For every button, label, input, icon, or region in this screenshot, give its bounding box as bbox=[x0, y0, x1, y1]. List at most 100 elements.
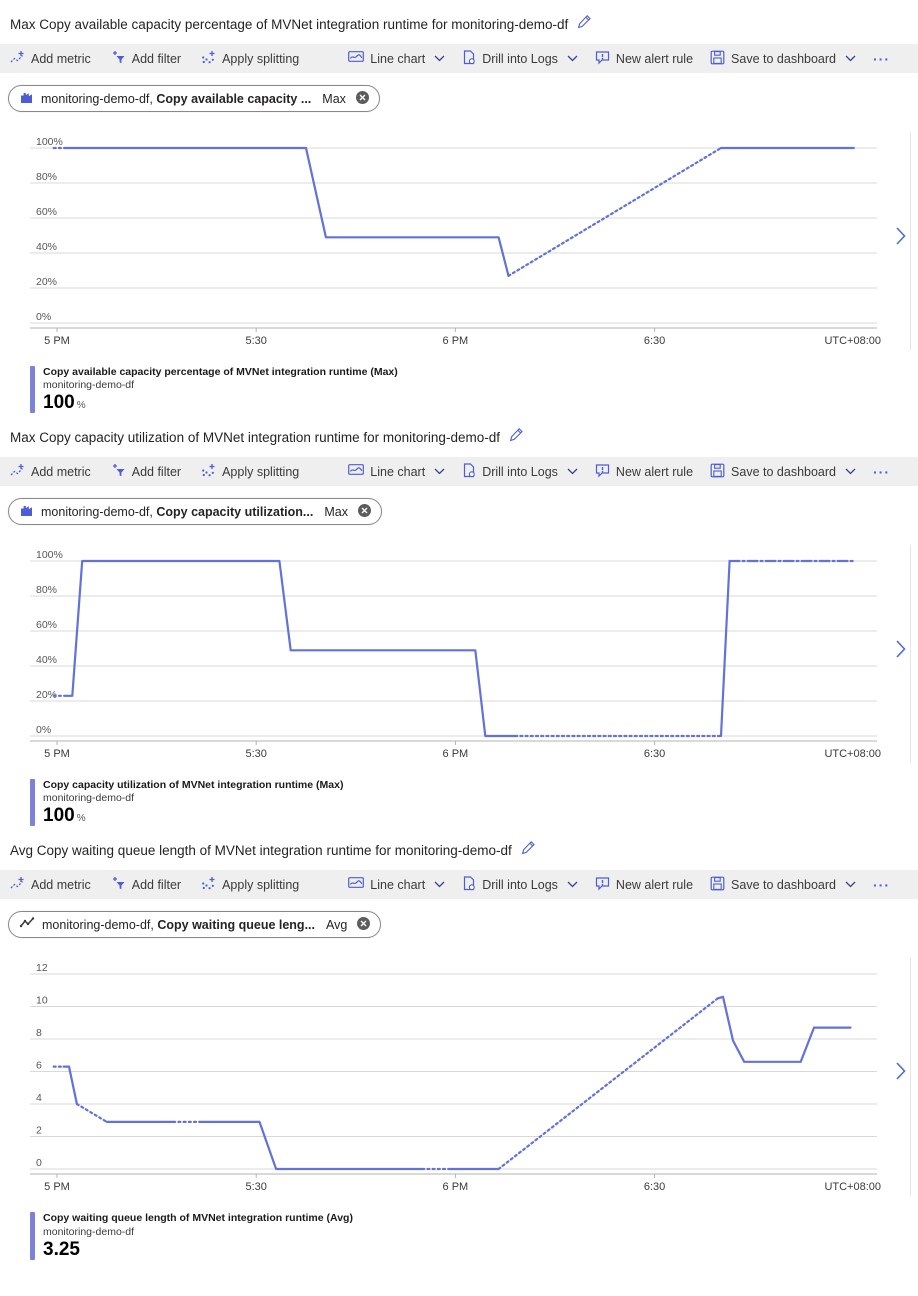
scroll-forward-button[interactable] bbox=[896, 227, 906, 250]
legend-series-name: Copy waiting queue length of MVNet integ… bbox=[43, 1212, 353, 1225]
new-alert-rule-icon bbox=[595, 50, 610, 68]
legend-series-name: Copy capacity utilization of MVNet integ… bbox=[43, 779, 344, 792]
pill-resource: monitoring-demo-df, bbox=[41, 504, 153, 519]
chart-toolbar: Add metric Add filter Apply splitting Li… bbox=[0, 44, 918, 73]
svg-text:0%: 0% bbox=[36, 724, 51, 736]
drill-into-logs-label: Drill into Logs bbox=[482, 464, 558, 479]
scroll-forward-button[interactable] bbox=[896, 1062, 906, 1085]
more-commands-button[interactable]: ··· bbox=[873, 463, 890, 480]
svg-text:60%: 60% bbox=[36, 619, 57, 631]
legend-unit: % bbox=[76, 813, 86, 825]
line-chart-icon bbox=[348, 50, 365, 67]
apply-splitting-button[interactable]: Apply splitting bbox=[201, 876, 299, 894]
save-to-dashboard-button[interactable]: Save to dashboard bbox=[710, 876, 856, 894]
metric-pill[interactable]: monitoring-demo-df, Copy waiting queue l… bbox=[8, 911, 382, 939]
legend-color-bar bbox=[30, 366, 35, 414]
close-circle-icon bbox=[356, 916, 371, 934]
drill-into-logs-button[interactable]: Drill into Logs bbox=[462, 876, 578, 894]
chevron-down-icon bbox=[845, 881, 856, 888]
chart-title: Avg Copy waiting queue length of MVNet i… bbox=[10, 842, 512, 858]
chart-legend[interactable]: Copy available capacity percentage of MV… bbox=[0, 364, 918, 414]
svg-text:6 PM: 6 PM bbox=[443, 1181, 469, 1193]
svg-text:80%: 80% bbox=[36, 171, 57, 183]
add-metric-button[interactable]: Add metric bbox=[10, 876, 91, 894]
edit-title-button[interactable] bbox=[509, 427, 524, 447]
more-commands-button[interactable]: ··· bbox=[873, 50, 890, 67]
add-metric-label: Add metric bbox=[31, 51, 91, 66]
line-chart-canvas: 100% 80% 60% 40% 20% 0% 5 PM 5:30 6 PM 6:30 UTC+08… bbox=[20, 132, 918, 364]
new-alert-rule-button[interactable]: New alert rule bbox=[595, 876, 693, 894]
metric-chart-section: Max Copy available capacity percentage o… bbox=[0, 0, 918, 414]
add-metric-button[interactable]: Add metric bbox=[10, 50, 91, 68]
chart-title-row: Max Copy capacity utilization of MVNet i… bbox=[0, 423, 918, 457]
remove-metric-button[interactable] bbox=[355, 90, 370, 108]
metric-pill[interactable]: monitoring-demo-df, Copy available capac… bbox=[8, 85, 380, 112]
edit-title-button[interactable] bbox=[577, 14, 592, 34]
pill-metric-name: Copy available capacity ... bbox=[156, 91, 312, 106]
chevron-down-icon bbox=[567, 881, 578, 888]
chart-toolbar: Add metric Add filter Apply splitting Li… bbox=[0, 870, 918, 900]
scroll-forward-button[interactable] bbox=[896, 640, 906, 663]
apply-splitting-button[interactable]: Apply splitting bbox=[201, 50, 299, 68]
svg-text:12: 12 bbox=[36, 962, 48, 974]
add-filter-button[interactable]: Add filter bbox=[111, 876, 181, 894]
chevron-right-icon bbox=[896, 227, 906, 250]
chart-legend[interactable]: Copy waiting queue length of MVNet integ… bbox=[0, 1210, 918, 1260]
edit-title-button[interactable] bbox=[521, 840, 536, 860]
chevron-down-icon bbox=[434, 55, 445, 62]
svg-text:20%: 20% bbox=[36, 689, 57, 701]
chevron-down-icon bbox=[567, 468, 578, 475]
save-to-dashboard-button[interactable]: Save to dashboard bbox=[710, 463, 856, 481]
metric-chart-section: Avg Copy waiting queue length of MVNet i… bbox=[0, 826, 918, 1260]
drill-into-logs-label: Drill into Logs bbox=[482, 51, 558, 66]
line-chart-canvas: 12 10 8 6 4 2 0 5 PM 5:30 6 PM 6:30 UTC+08:00 bbox=[20, 958, 918, 1210]
apply-splitting-icon bbox=[201, 463, 216, 481]
drill-into-logs-label: Drill into Logs bbox=[482, 877, 558, 892]
add-filter-label: Add filter bbox=[131, 464, 182, 479]
legend-value: 100 bbox=[43, 392, 75, 414]
chart-area: 100% 80% 60% 40% 20% 0% 5 PM 5:30 6 PM 6:30 UTC+08… bbox=[0, 541, 918, 777]
new-alert-rule-button[interactable]: New alert rule bbox=[595, 50, 693, 68]
more-commands-button[interactable]: ··· bbox=[873, 876, 890, 893]
apply-splitting-button[interactable]: Apply splitting bbox=[201, 463, 299, 481]
svg-text:5:30: 5:30 bbox=[245, 335, 266, 347]
save-to-dashboard-button[interactable]: Save to dashboard bbox=[710, 50, 856, 68]
svg-text:6:30: 6:30 bbox=[644, 335, 665, 347]
line-chart-select[interactable]: Line chart bbox=[348, 876, 445, 893]
save-to-dashboard-icon bbox=[710, 50, 725, 68]
chart-area: 100% 80% 60% 40% 20% 0% 5 PM 5:30 6 PM 6:30 UTC+08… bbox=[0, 128, 918, 364]
remove-metric-button[interactable] bbox=[357, 503, 372, 521]
close-circle-icon bbox=[357, 503, 372, 521]
pencil-icon bbox=[521, 840, 536, 860]
add-metric-icon bbox=[10, 50, 25, 68]
svg-text:8: 8 bbox=[36, 1027, 42, 1039]
line-chart-label: Line chart bbox=[370, 51, 426, 66]
chart-title-row: Max Copy available capacity percentage o… bbox=[0, 10, 918, 44]
add-filter-button[interactable]: Add filter bbox=[111, 463, 181, 481]
line-chart-select[interactable]: Line chart bbox=[348, 463, 445, 480]
svg-text:100%: 100% bbox=[36, 549, 63, 561]
legend-resource-name: monitoring-demo-df bbox=[43, 379, 135, 392]
add-filter-button[interactable]: Add filter bbox=[111, 50, 181, 68]
add-filter-label: Add filter bbox=[131, 877, 182, 892]
legend-unit: % bbox=[76, 400, 86, 412]
metrics-bar-chart-icon bbox=[20, 90, 34, 107]
save-to-dashboard-label: Save to dashboard bbox=[731, 51, 836, 66]
svg-text:5 PM: 5 PM bbox=[44, 335, 70, 347]
drill-into-logs-button[interactable]: Drill into Logs bbox=[462, 463, 578, 481]
svg-text:10: 10 bbox=[36, 995, 48, 1007]
drill-into-logs-button[interactable]: Drill into Logs bbox=[462, 49, 578, 68]
new-alert-rule-button[interactable]: New alert rule bbox=[595, 463, 693, 481]
save-to-dashboard-icon bbox=[710, 876, 725, 894]
pill-metric-name: Copy waiting queue leng... bbox=[157, 917, 315, 932]
chart-legend[interactable]: Copy capacity utilization of MVNet integ… bbox=[0, 777, 918, 827]
remove-metric-button[interactable] bbox=[356, 916, 371, 934]
line-chart-select[interactable]: Line chart bbox=[348, 50, 445, 67]
line-chart-icon bbox=[348, 876, 365, 893]
svg-text:0: 0 bbox=[36, 1157, 42, 1169]
metric-pill-row: monitoring-demo-df, Copy available capac… bbox=[0, 73, 918, 128]
svg-text:100%: 100% bbox=[36, 136, 63, 148]
metric-pill[interactable]: monitoring-demo-df, Copy capacity utiliz… bbox=[8, 498, 382, 526]
metric-pill-row: monitoring-demo-df, Copy waiting queue l… bbox=[0, 899, 918, 954]
add-metric-button[interactable]: Add metric bbox=[10, 463, 91, 481]
